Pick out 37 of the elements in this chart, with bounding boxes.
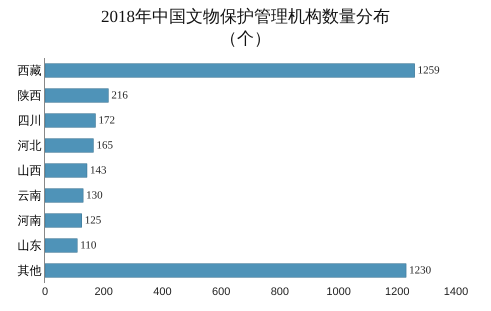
y-tick-label: 西藏: [18, 64, 42, 78]
bar: [45, 113, 96, 128]
data-label: 165: [96, 140, 114, 152]
y-tick-label: 其他: [18, 264, 42, 278]
bar: [45, 163, 88, 178]
bar: [45, 213, 82, 228]
y-tick-label: 陕西: [18, 88, 42, 103]
data-label: 130: [86, 190, 104, 202]
x-tick-label: 1000: [326, 286, 351, 298]
y-tick-label: 河北: [18, 138, 42, 153]
chart-title: 2018年中国文物保护管理机构数量分布: [101, 6, 390, 26]
x-tick-label: 1200: [385, 286, 410, 298]
y-tick-label: 山东: [18, 238, 42, 253]
x-tick-label: 1400: [444, 286, 468, 298]
x-tick-label: 200: [94, 286, 113, 298]
x-tick-label: 400: [153, 286, 172, 298]
bar: [45, 238, 78, 253]
y-tick-label: 四川: [18, 114, 42, 128]
data-label: 216: [111, 90, 128, 102]
bar: [45, 63, 415, 78]
chart-subtitle: （个）: [220, 28, 271, 48]
y-tick-label: 云南: [18, 188, 42, 203]
bar: [45, 188, 84, 203]
bar: [45, 263, 406, 278]
data-label: 110: [80, 240, 97, 252]
y-tick-label: 河南: [18, 214, 42, 228]
data-label: 125: [84, 214, 102, 227]
data-label: 172: [98, 114, 115, 127]
data-label: 1230: [409, 264, 432, 277]
x-tick-label: 800: [270, 286, 290, 298]
x-tick-label: 600: [212, 286, 230, 298]
bar: [45, 88, 109, 103]
x-tick-label: 0: [42, 286, 48, 298]
bar: [45, 138, 94, 153]
data-label: 1259: [418, 64, 440, 76]
data-label: 143: [90, 164, 107, 177]
y-tick-label: 山西: [18, 164, 42, 178]
